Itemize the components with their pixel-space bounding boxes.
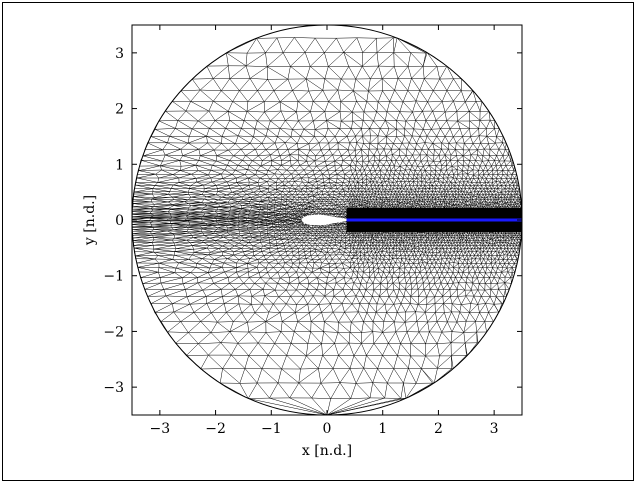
y-tick-label: 2 — [115, 102, 124, 118]
y-tick-label: −3 — [103, 380, 124, 396]
y-tick-label: −2 — [103, 324, 124, 340]
y-axis-label: y [n.d.] — [82, 195, 98, 246]
x-axis-label: x [n.d.] — [302, 443, 352, 459]
y-tick-label: 0 — [115, 213, 124, 229]
x-tick-label: −3 — [150, 421, 171, 437]
mesh-plot: −3 −2 −1 0 1 2 3 −3 −2 −1 0 1 2 3 x [n.d.] y [n.d.] — [82, 24, 523, 459]
x-tick-label: 1 — [378, 421, 387, 437]
x-tick-label: −1 — [261, 421, 282, 437]
ticks-layer: −3 −2 −1 0 1 2 3 −3 −2 −1 0 1 2 3 — [103, 25, 522, 437]
x-tick-label: 0 — [323, 421, 332, 437]
figure-frame: −3 −2 −1 0 1 2 3 −3 −2 −1 0 1 2 3 x [n.d.] y [n.d.] — [2, 2, 634, 481]
x-tick-label: 2 — [434, 421, 443, 437]
y-tick-label: 1 — [115, 157, 124, 173]
mesh-layer — [132, 25, 522, 415]
y-tick-label: −1 — [103, 269, 124, 285]
y-tick-label: 3 — [115, 46, 124, 62]
x-tick-label: 3 — [490, 421, 499, 437]
x-tick-label: −2 — [205, 421, 226, 437]
